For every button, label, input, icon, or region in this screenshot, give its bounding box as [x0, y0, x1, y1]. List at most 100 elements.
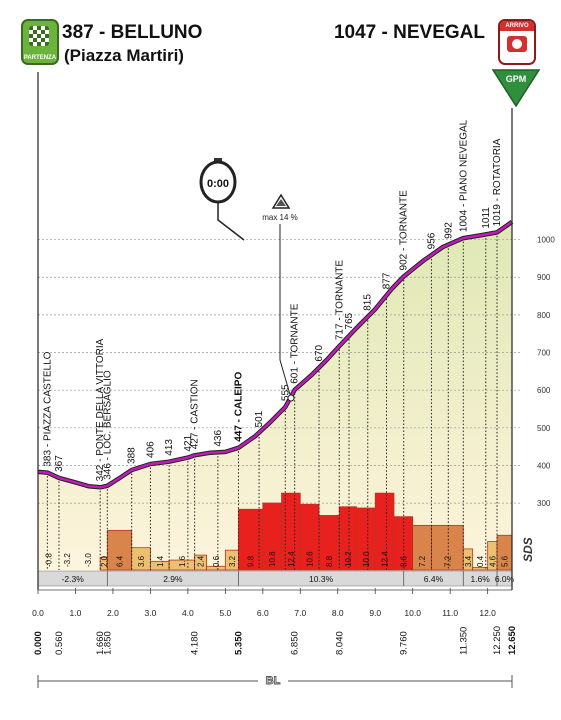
altitude-label: 601 - TORNANTE — [290, 303, 301, 384]
km-mark-label: 0.000 — [33, 631, 44, 655]
gradient-label: 10.2 — [344, 551, 353, 567]
region-label: BL — [266, 675, 281, 687]
altitude-label: 413 — [164, 439, 175, 456]
y-tick-label: 900 — [537, 273, 551, 282]
altitude-label: 1004 - PIANO NEVEGAL — [458, 119, 469, 232]
start-title: 387 - BELLUNO — [62, 22, 202, 44]
gradient-bar — [462, 548, 474, 571]
altitude-label: 421 — [183, 434, 194, 451]
y-tick-label: 300 — [537, 499, 551, 508]
km-mark-label: 6.850 — [290, 631, 301, 655]
x-tick-label: 2.0 — [107, 608, 119, 618]
gradient-label: 3.4 — [464, 555, 473, 567]
gradient-label: 1.6 — [178, 555, 187, 567]
x-tick-label: 0.0 — [32, 608, 44, 618]
region-footer: BL — [37, 671, 513, 688]
altitude-label: 1019 - ROTATORIA — [492, 138, 503, 226]
gradient-label: 9.8 — [247, 555, 256, 567]
altitude-label: 342 - PONTE DELLA VITTORIA — [95, 338, 106, 481]
gradient-label: 3.6 — [137, 555, 146, 567]
y-tick-label: 500 — [537, 424, 551, 433]
gradient-label: 6.4 — [115, 555, 124, 567]
gradient-label: 10.0 — [362, 551, 371, 567]
finish-dash: - — [381, 22, 388, 43]
x-tick-label: 10.0 — [404, 608, 421, 618]
start-altitude: 387 — [62, 22, 94, 43]
altitude-label: 346 - LOC. BERSAGLIO — [102, 370, 113, 480]
brand-logo: SDS — [521, 537, 535, 562]
altitude-label: 427 - CASTION — [190, 379, 201, 449]
gpm-badge: GPM — [491, 69, 541, 108]
gradient-label: 8.8 — [325, 555, 334, 567]
altitude-label: 383 - PIAZZA CASTELLO — [42, 351, 53, 466]
gradient-label: 4.6 — [488, 555, 497, 567]
gradient-label: 10.6 — [306, 551, 315, 567]
profile-line — [37, 220, 513, 489]
km-mark-label: 9.760 — [399, 631, 410, 655]
gradient-label: 0.4 — [476, 555, 485, 567]
km-mark-label: 0.560 — [54, 631, 65, 655]
x-tick-label: 3.0 — [144, 608, 156, 618]
x-tick-label: 4.0 — [182, 608, 194, 618]
altitude-label: 436 — [213, 430, 224, 447]
altitude-label: 877 — [381, 272, 392, 289]
average-label: 10.3% — [309, 574, 334, 584]
x-tick-label: 7.0 — [294, 608, 306, 618]
gradient-bar — [194, 554, 208, 571]
altitude-label: 501 — [254, 410, 265, 427]
gradient-label: 2.4 — [197, 555, 206, 567]
gradient-label: 12.4 — [287, 551, 296, 567]
gradient-label: 2.0 — [100, 555, 109, 567]
profile-area — [38, 221, 512, 570]
gradient-label: 8.6 — [399, 555, 408, 567]
x-tick-label: 1.0 — [70, 608, 82, 618]
gradient-bar — [106, 529, 133, 571]
average-label: 6.4% — [424, 574, 444, 584]
altitude-label: 1011 — [481, 207, 492, 229]
start-subtitle: (Piazza Martiri) — [64, 46, 184, 65]
gradient-label: 0.6 — [212, 555, 221, 567]
y-tick-label: 400 — [537, 461, 551, 470]
km-mark-label: 12.650 — [507, 626, 518, 655]
x-tick-label: 8.0 — [332, 608, 344, 618]
gradient-label: 3.2 — [228, 555, 237, 567]
km-mark-label: 8.040 — [334, 631, 345, 655]
average-label: 1.6% — [470, 574, 490, 584]
altitude-label: 367 — [54, 455, 65, 472]
altitude-label: 555 — [280, 384, 291, 401]
x-tick-label: 9.0 — [369, 608, 381, 618]
gradient-label: 10.8 — [268, 551, 277, 567]
timer-label: 0:00 — [207, 178, 229, 190]
gradient-label: -3.2 — [63, 553, 72, 567]
gradient-bar — [431, 524, 464, 571]
x-tick-label: 6.0 — [257, 608, 269, 618]
gpm-triangle-icon — [491, 69, 541, 108]
gpm-label: GPM — [506, 74, 527, 84]
altitude-label: 388 — [127, 447, 138, 464]
altitude-label: 815 — [363, 294, 374, 311]
x-tick-label: 12.0 — [479, 608, 496, 618]
km-mark-label: 5.350 — [233, 631, 244, 655]
y-tick-label: 800 — [537, 311, 551, 320]
gradient-label: -3.0 — [84, 553, 93, 567]
finish-title: 1047 - NEVEGAL — [334, 22, 485, 44]
km-mark-label: 1.660 — [95, 631, 106, 655]
start-flag-icon — [29, 26, 49, 46]
finish-badge-label: ARRIVO — [500, 21, 534, 31]
altitude-label: 956 — [426, 232, 437, 249]
start-name: BELLUNO — [110, 22, 203, 43]
start-badge-label: PARTENZA — [23, 55, 57, 61]
km-mark-label: 12.250 — [492, 626, 503, 655]
finish-name: NEVEGAL — [393, 22, 485, 43]
km-mark-label: 1.850 — [102, 631, 113, 655]
gradient-label: 7.2 — [443, 555, 452, 567]
gradient-label: 7.2 — [418, 555, 427, 567]
average-label: -2.3% — [62, 574, 85, 584]
km-mark-label: 4.180 — [190, 631, 201, 655]
finish-badge: ARRIVO — [498, 19, 536, 65]
y-tick-label: 600 — [537, 386, 551, 395]
timer-stopwatch: 0:00 — [199, 158, 245, 241]
start-badge: PARTENZA — [21, 19, 59, 65]
